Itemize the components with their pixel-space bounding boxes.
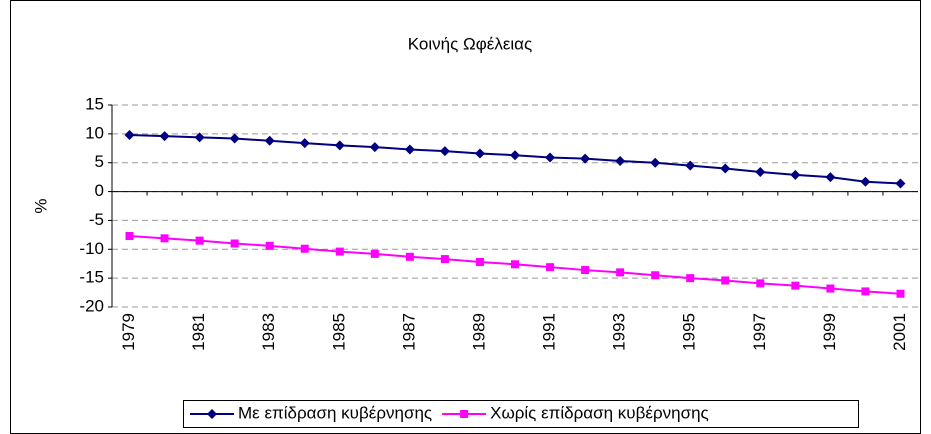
point <box>861 287 870 296</box>
legend-box <box>183 400 859 428</box>
point <box>545 152 556 163</box>
y-tick-label: -20 <box>79 296 104 315</box>
x-tick-label: 1981 <box>189 313 208 351</box>
point <box>756 279 765 288</box>
x-tick-label: 1995 <box>680 313 699 351</box>
point <box>686 274 695 283</box>
point <box>404 144 415 155</box>
point <box>439 146 450 157</box>
point <box>440 255 449 264</box>
point <box>825 172 836 183</box>
x-tick-label: 1987 <box>399 313 418 351</box>
point <box>685 160 696 171</box>
point <box>896 289 905 298</box>
point <box>546 263 555 272</box>
point <box>720 163 731 174</box>
y-tick-label: 10 <box>85 123 104 142</box>
point <box>300 244 309 253</box>
point <box>264 135 275 146</box>
point <box>860 176 871 187</box>
legend: Με επίδραση κυβέρνησης Χωρίς επίδραση κυβ… <box>183 400 859 428</box>
x-tick-label: 1979 <box>119 313 138 351</box>
point <box>475 257 484 266</box>
point <box>159 131 170 142</box>
point <box>229 133 240 144</box>
chart-title: Κοινής Ωφέλειας <box>408 34 532 53</box>
point <box>124 130 135 141</box>
point <box>207 409 217 419</box>
point <box>755 166 766 177</box>
point <box>335 247 344 256</box>
x-tick-label: 1993 <box>610 313 629 351</box>
point <box>160 234 169 243</box>
point <box>615 155 626 166</box>
point <box>125 232 134 241</box>
y-tick-label: -15 <box>79 268 104 287</box>
point <box>369 142 380 153</box>
y-tick-label: -10 <box>79 239 104 258</box>
point <box>405 252 414 261</box>
chart-border <box>10 0 921 434</box>
point <box>511 260 519 269</box>
point <box>510 150 520 161</box>
x-tick-label: 1991 <box>540 313 559 351</box>
point <box>194 132 205 143</box>
y-tick-label: 5 <box>95 152 104 171</box>
x-tick-label: 1989 <box>469 313 488 351</box>
legend-label: Χωρίς επίδραση κυβέρνησης <box>490 403 709 422</box>
y-axis-label: % <box>31 198 50 213</box>
point <box>370 249 379 258</box>
y-tick-label: 0 <box>95 181 104 200</box>
point <box>721 276 730 285</box>
x-tick-label: 1997 <box>750 313 769 351</box>
legend-label: Με επίδραση κυβέρνησης <box>238 403 432 422</box>
point <box>650 157 661 168</box>
point <box>334 140 345 151</box>
point <box>265 241 274 250</box>
x-tick-label: 1985 <box>329 313 348 351</box>
point <box>616 268 625 277</box>
point <box>790 169 801 180</box>
point <box>581 266 590 275</box>
point <box>791 281 800 290</box>
point <box>230 239 239 248</box>
x-tick-label: 1999 <box>820 313 839 351</box>
point <box>299 138 310 149</box>
x-tick-label: 1983 <box>259 313 278 351</box>
point <box>460 410 469 418</box>
point <box>474 148 485 159</box>
y-tick-label: 15 <box>85 94 104 113</box>
x-tick-label: 2001 <box>890 313 909 351</box>
point <box>580 153 591 164</box>
point <box>651 271 660 280</box>
point <box>826 284 835 293</box>
point <box>195 236 204 245</box>
y-tick-label: -5 <box>89 210 104 229</box>
point <box>895 178 906 189</box>
